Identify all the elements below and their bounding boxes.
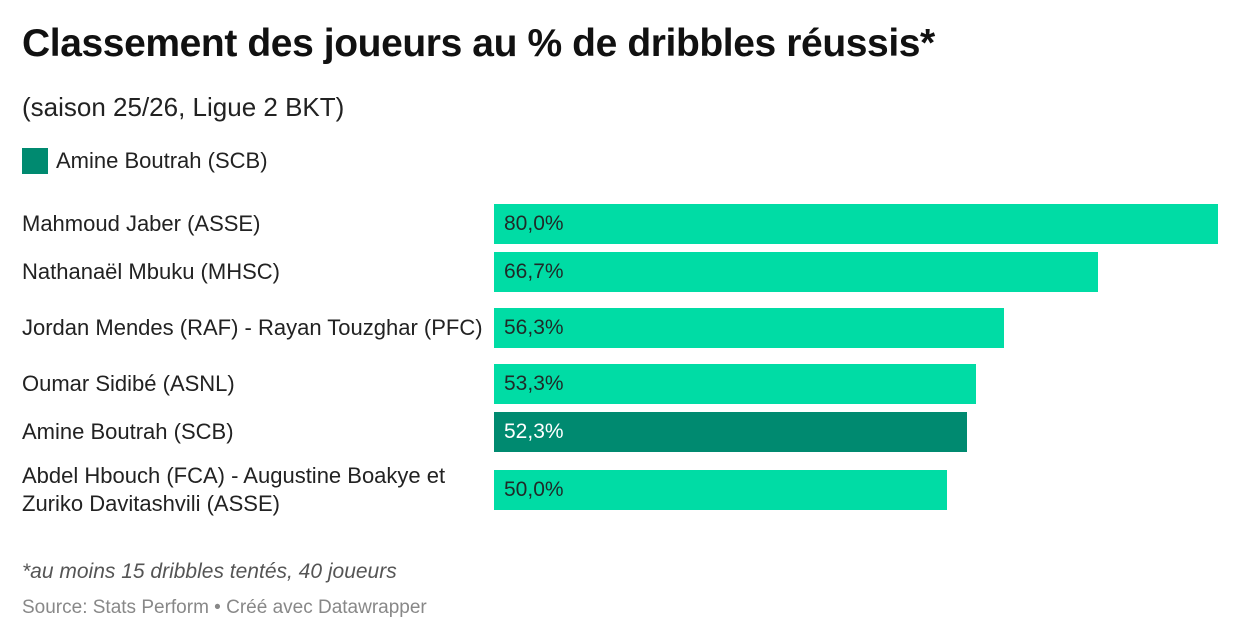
category-label: Oumar Sidibé (ASNL) [22,371,235,396]
legend-swatch [22,148,48,174]
bar [494,308,1004,348]
bar-value-label: 56,3% [504,316,564,339]
bar [494,364,977,404]
chart-subtitle: (saison 25/26, Ligue 2 BKT) [22,92,345,122]
bar [494,252,1098,292]
category-label: Nathanaël Mbuku (MHSC) [22,259,280,284]
category-label: Mahmoud Jaber (ASSE) [22,211,261,236]
bar-value-label: 53,3% [504,372,564,395]
bar-highlighted [494,412,968,452]
bar-value-label: 80,0% [504,212,564,235]
footnote: *au moins 15 dribbles tentés, 40 joueurs [22,560,397,583]
bar [494,470,947,510]
category-label: Jordan Mendes (RAF) - Rayan Touzghar (PF… [22,315,483,340]
legend-label: Amine Boutrah (SCB) [56,148,268,173]
category-label: Amine Boutrah (SCB) [22,419,234,444]
bar [494,204,1218,244]
legend: Amine Boutrah (SCB) [22,148,268,174]
source-credit: Source: Stats Perform • Créé avec Datawr… [22,597,427,618]
chart-title: Classement des joueurs au % de dribbles … [22,22,935,65]
bar-value-label: 52,3% [504,420,564,443]
category-label: Abdel Hbouch (FCA) - Augustine Boakye et… [22,463,446,516]
bar-value-label: 66,7% [504,260,564,283]
bar-value-label: 50,0% [504,478,564,501]
